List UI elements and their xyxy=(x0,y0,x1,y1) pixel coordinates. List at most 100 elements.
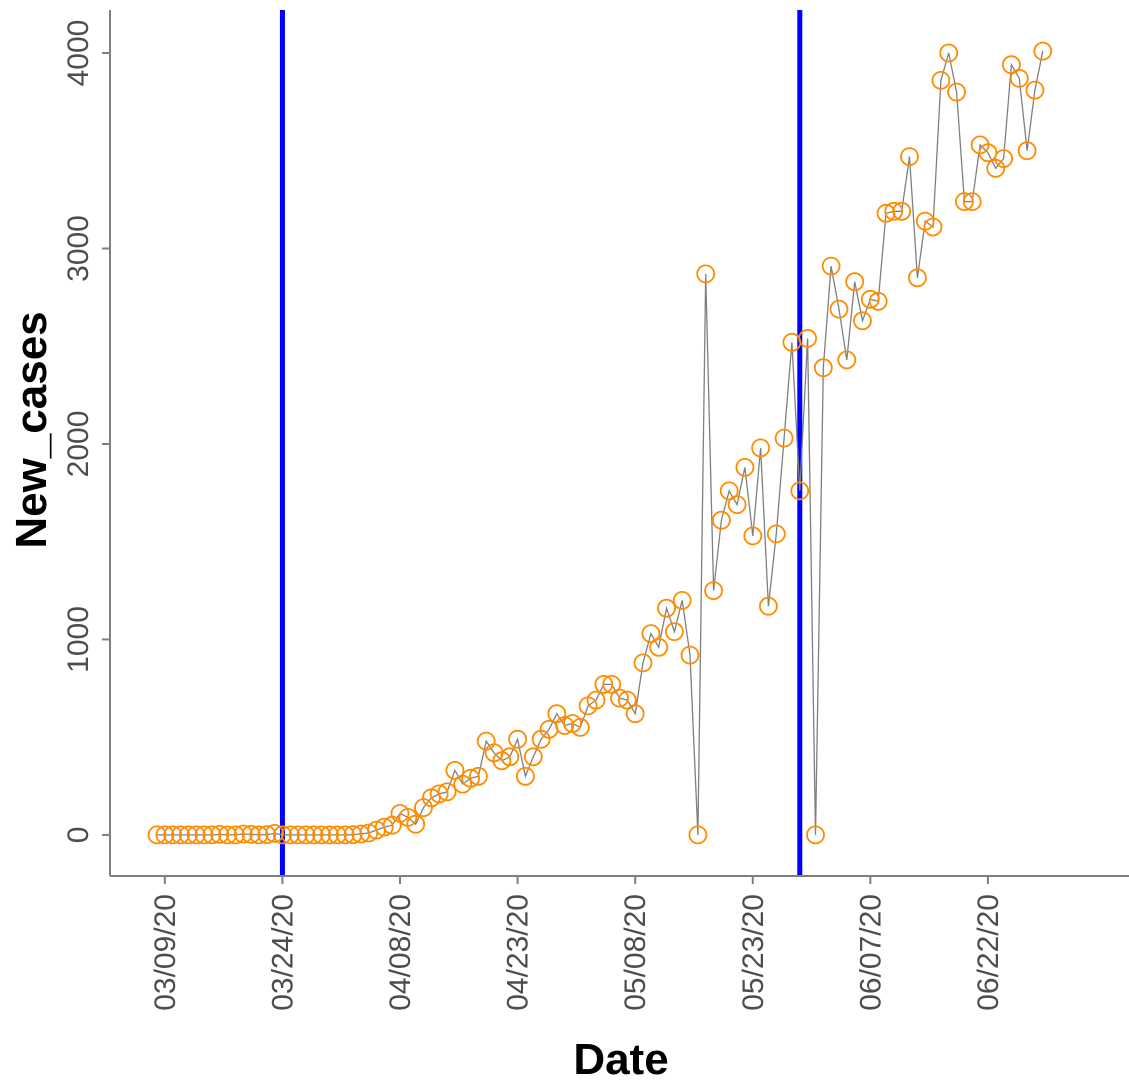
x-tick-label: 04/08/20 xyxy=(384,894,417,1011)
x-tick-label: 06/07/20 xyxy=(854,894,887,1011)
data-point xyxy=(876,203,896,223)
data-point xyxy=(202,825,222,845)
data-point xyxy=(657,598,676,618)
data-point xyxy=(265,824,285,843)
data-point xyxy=(241,825,261,844)
data-point xyxy=(171,825,190,845)
new-cases-points xyxy=(147,41,1053,845)
data-point xyxy=(853,311,872,331)
data-point xyxy=(727,495,747,515)
data-point xyxy=(218,825,238,845)
data-point xyxy=(821,256,841,276)
x-tick-label: 06/22/20 xyxy=(972,894,1005,1011)
data-point xyxy=(343,825,363,844)
data-point xyxy=(829,299,849,319)
data-point xyxy=(923,217,943,237)
data-point xyxy=(594,675,614,694)
x-tick-label: 03/24/20 xyxy=(266,894,299,1011)
data-point xyxy=(296,825,316,845)
data-point xyxy=(735,457,755,477)
x-axis-ticks: 03/09/20 03/24/20 04/08/20 04/23/20 05/08/20… xyxy=(149,876,1005,1011)
data-point xyxy=(186,825,206,845)
data-point xyxy=(437,782,457,802)
data-point xyxy=(406,814,426,834)
data-point xyxy=(680,645,700,665)
data-point xyxy=(280,825,300,845)
x-tick-label: 04/23/20 xyxy=(502,894,535,1011)
data-point xyxy=(806,825,825,845)
data-point xyxy=(516,766,535,786)
data-point xyxy=(1009,69,1029,88)
data-point xyxy=(147,825,167,845)
data-point xyxy=(374,817,394,837)
x-tick-label: 05/23/20 xyxy=(737,894,770,1011)
y-tick-label: 4000 xyxy=(62,20,95,87)
data-point xyxy=(759,596,778,616)
data-point xyxy=(617,690,637,710)
data-point xyxy=(508,729,527,749)
data-point xyxy=(672,591,692,610)
data-point xyxy=(955,192,974,212)
data-point xyxy=(610,688,629,708)
data-point xyxy=(743,526,763,546)
data-point xyxy=(688,825,708,845)
data-point xyxy=(163,825,183,845)
data-point xyxy=(845,272,865,292)
data-point xyxy=(798,328,817,348)
data-point xyxy=(461,768,481,788)
data-point xyxy=(429,784,449,804)
x-tick-label: 05/08/20 xyxy=(619,894,652,1011)
data-point xyxy=(327,825,347,845)
data-point xyxy=(860,289,880,309)
data-point xyxy=(994,149,1013,169)
data-point xyxy=(225,825,245,845)
new-cases-line xyxy=(157,50,1044,836)
data-point xyxy=(837,350,857,370)
y-tick-label: 3000 xyxy=(62,215,95,282)
data-point xyxy=(320,825,339,845)
data-point xyxy=(665,622,684,641)
data-point xyxy=(272,825,292,845)
x-axis-title: Date xyxy=(573,1035,668,1083)
data-point xyxy=(249,825,269,845)
y-tick-label: 2000 xyxy=(62,411,95,478)
data-point xyxy=(625,704,645,724)
data-point xyxy=(704,581,723,600)
data-point xyxy=(868,291,888,311)
data-point xyxy=(555,716,574,735)
data-point xyxy=(947,82,966,102)
data-point xyxy=(939,43,959,63)
data-point xyxy=(194,825,214,845)
data-point xyxy=(766,524,786,544)
y-axis-ticks: 0 1000 2000 3000 4000 xyxy=(62,20,110,843)
data-point xyxy=(774,428,794,448)
y-axis-title: New_cases xyxy=(7,311,56,548)
data-point xyxy=(813,358,833,378)
data-point xyxy=(523,747,543,767)
data-point xyxy=(233,824,253,844)
data-point xyxy=(1025,80,1045,100)
intervention-lines xyxy=(279,10,803,876)
data-point xyxy=(892,201,912,221)
data-point xyxy=(1002,55,1021,75)
data-point xyxy=(468,766,488,786)
data-point xyxy=(570,718,590,737)
data-point xyxy=(178,825,198,845)
data-point xyxy=(257,825,277,844)
data-point xyxy=(884,201,904,221)
data-point xyxy=(649,637,669,657)
data-point xyxy=(500,747,520,767)
data-point xyxy=(312,825,332,845)
data-point xyxy=(719,481,739,501)
data-point xyxy=(908,268,927,288)
data-point xyxy=(751,438,770,458)
data-point xyxy=(633,653,653,673)
data-point xyxy=(696,264,716,284)
data-point xyxy=(586,690,606,710)
data-point xyxy=(790,481,810,501)
x-tick-label: 03/09/20 xyxy=(149,894,182,1011)
data-point xyxy=(335,825,355,845)
data-point xyxy=(931,71,951,90)
data-point xyxy=(288,825,308,845)
